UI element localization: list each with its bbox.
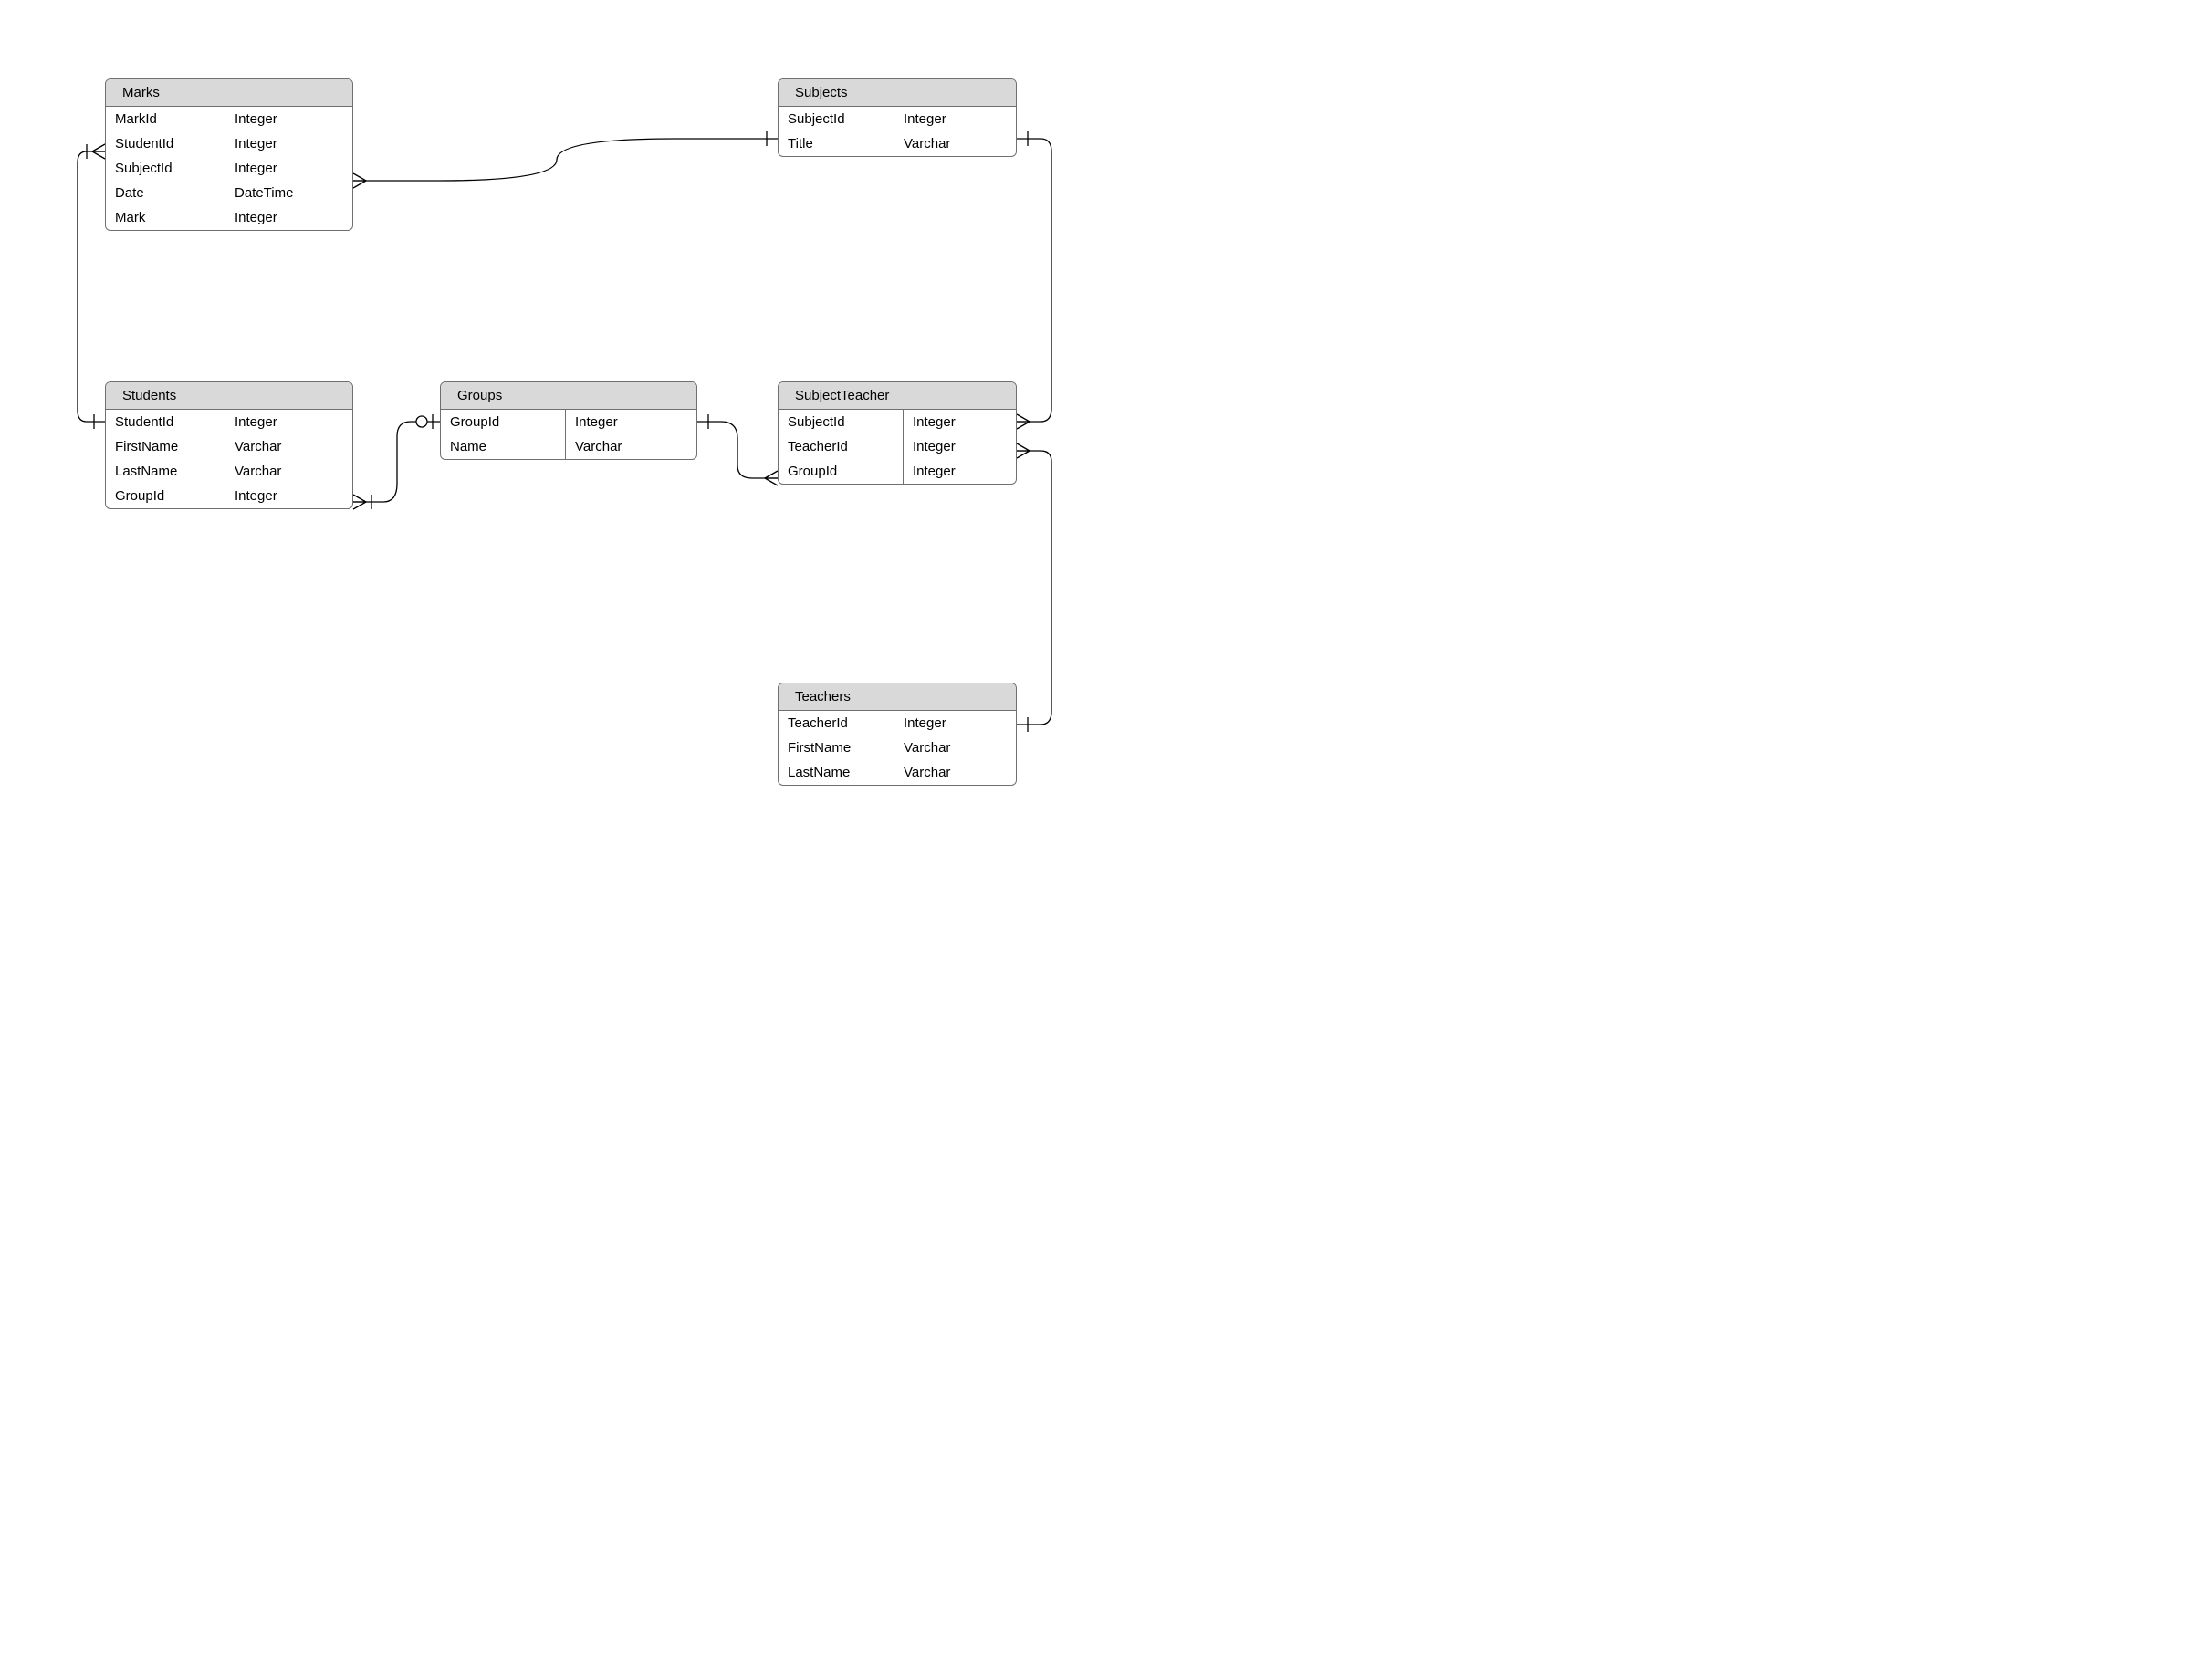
field-name: LastName <box>106 459 225 484</box>
field-name: LastName <box>779 760 894 785</box>
field-type: DateTime <box>225 181 352 205</box>
entity-body: MarkIdStudentIdSubjectIdDateMarkIntegerI… <box>106 107 352 230</box>
field-name: SubjectId <box>779 410 903 434</box>
field-name: GroupId <box>441 410 565 434</box>
entity-marks: MarksMarkIdStudentIdSubjectIdDateMarkInt… <box>105 78 353 231</box>
field-type: Integer <box>225 484 352 508</box>
edge-groups-subjectteacher <box>697 422 778 478</box>
entity-body: SubjectIdTitleIntegerVarchar <box>779 107 1016 156</box>
field-type: Integer <box>894 107 1016 131</box>
entity-field-types-col: IntegerVarchar <box>566 410 696 459</box>
edge-students-groups <box>353 422 440 502</box>
entity-field-types-col: IntegerIntegerIntegerDateTimeInteger <box>225 107 352 230</box>
field-name: TeacherId <box>779 711 894 736</box>
entity-title: Groups <box>441 382 696 410</box>
field-type: Integer <box>904 434 1016 459</box>
field-name: TeacherId <box>779 434 903 459</box>
edge-end-many_mandatory <box>353 495 371 509</box>
field-type: Integer <box>894 711 1016 736</box>
field-type: Varchar <box>225 434 352 459</box>
field-name: FirstName <box>779 736 894 760</box>
field-type: Integer <box>225 131 352 156</box>
edge-marks-subjects <box>353 139 778 181</box>
edge-end-many <box>1017 443 1030 458</box>
entity-title: Teachers <box>779 683 1016 711</box>
edge-end-many <box>765 471 778 485</box>
field-name: FirstName <box>106 434 225 459</box>
field-name: StudentId <box>106 410 225 434</box>
entity-field-names-col: TeacherIdFirstNameLastName <box>779 711 894 785</box>
edge-end-zero_or_one <box>416 414 433 429</box>
entity-body: SubjectIdTeacherIdGroupIdIntegerIntegerI… <box>779 410 1016 484</box>
field-type: Integer <box>566 410 696 434</box>
field-name: Name <box>441 434 565 459</box>
field-name: SubjectId <box>779 107 894 131</box>
entity-subjects: SubjectsSubjectIdTitleIntegerVarchar <box>778 78 1017 157</box>
field-name: GroupId <box>779 459 903 484</box>
edge-teachers-subjectteacher <box>1017 451 1051 725</box>
field-type: Integer <box>904 410 1016 434</box>
entity-students: StudentsStudentIdFirstNameLastNameGroupI… <box>105 381 353 509</box>
entity-field-names-col: GroupIdName <box>441 410 566 459</box>
entity-title: SubjectTeacher <box>779 382 1016 410</box>
field-type: Varchar <box>225 459 352 484</box>
field-type: Varchar <box>566 434 696 459</box>
entity-field-names-col: SubjectIdTeacherIdGroupId <box>779 410 904 484</box>
field-type: Integer <box>225 156 352 181</box>
edge-end-many <box>353 173 366 188</box>
entity-title: Marks <box>106 79 352 107</box>
field-type: Varchar <box>894 760 1016 785</box>
edge-marks-students <box>78 151 105 422</box>
entity-title: Subjects <box>779 79 1016 107</box>
field-name: Title <box>779 131 894 156</box>
field-name: MarkId <box>106 107 225 131</box>
entity-body: TeacherIdFirstNameLastNameIntegerVarchar… <box>779 711 1016 785</box>
field-name: SubjectId <box>106 156 225 181</box>
entity-teachers: TeachersTeacherIdFirstNameLastNameIntege… <box>778 683 1017 786</box>
entity-field-types-col: IntegerIntegerInteger <box>904 410 1016 484</box>
entity-field-types-col: IntegerVarchar <box>894 107 1016 156</box>
entity-field-types-col: IntegerVarcharVarchar <box>894 711 1016 785</box>
entity-body: StudentIdFirstNameLastNameGroupIdInteger… <box>106 410 352 508</box>
field-name: Mark <box>106 205 225 230</box>
field-type: Integer <box>225 107 352 131</box>
field-type: Integer <box>904 459 1016 484</box>
entity-body: GroupIdNameIntegerVarchar <box>441 410 696 459</box>
edge-end-many_mandatory <box>87 144 105 159</box>
entity-field-names-col: SubjectIdTitle <box>779 107 894 156</box>
edge-end-many <box>1017 414 1030 429</box>
entity-title: Students <box>106 382 352 410</box>
edge-subjects-subjectteacher <box>1017 139 1051 422</box>
field-type: Varchar <box>894 736 1016 760</box>
entity-subjectteacher: SubjectTeacherSubjectIdTeacherIdGroupIdI… <box>778 381 1017 485</box>
field-type: Varchar <box>894 131 1016 156</box>
entity-field-names-col: MarkIdStudentIdSubjectIdDateMark <box>106 107 225 230</box>
field-name: GroupId <box>106 484 225 508</box>
entity-field-names-col: StudentIdFirstNameLastNameGroupId <box>106 410 225 508</box>
field-name: StudentId <box>106 131 225 156</box>
field-name: Date <box>106 181 225 205</box>
field-type: Integer <box>225 205 352 230</box>
entity-groups: GroupsGroupIdNameIntegerVarchar <box>440 381 697 460</box>
field-type: Integer <box>225 410 352 434</box>
er-diagram-canvas: MarksMarkIdStudentIdSubjectIdDateMarkInt… <box>0 0 1098 840</box>
entity-field-types-col: IntegerVarcharVarcharInteger <box>225 410 352 508</box>
